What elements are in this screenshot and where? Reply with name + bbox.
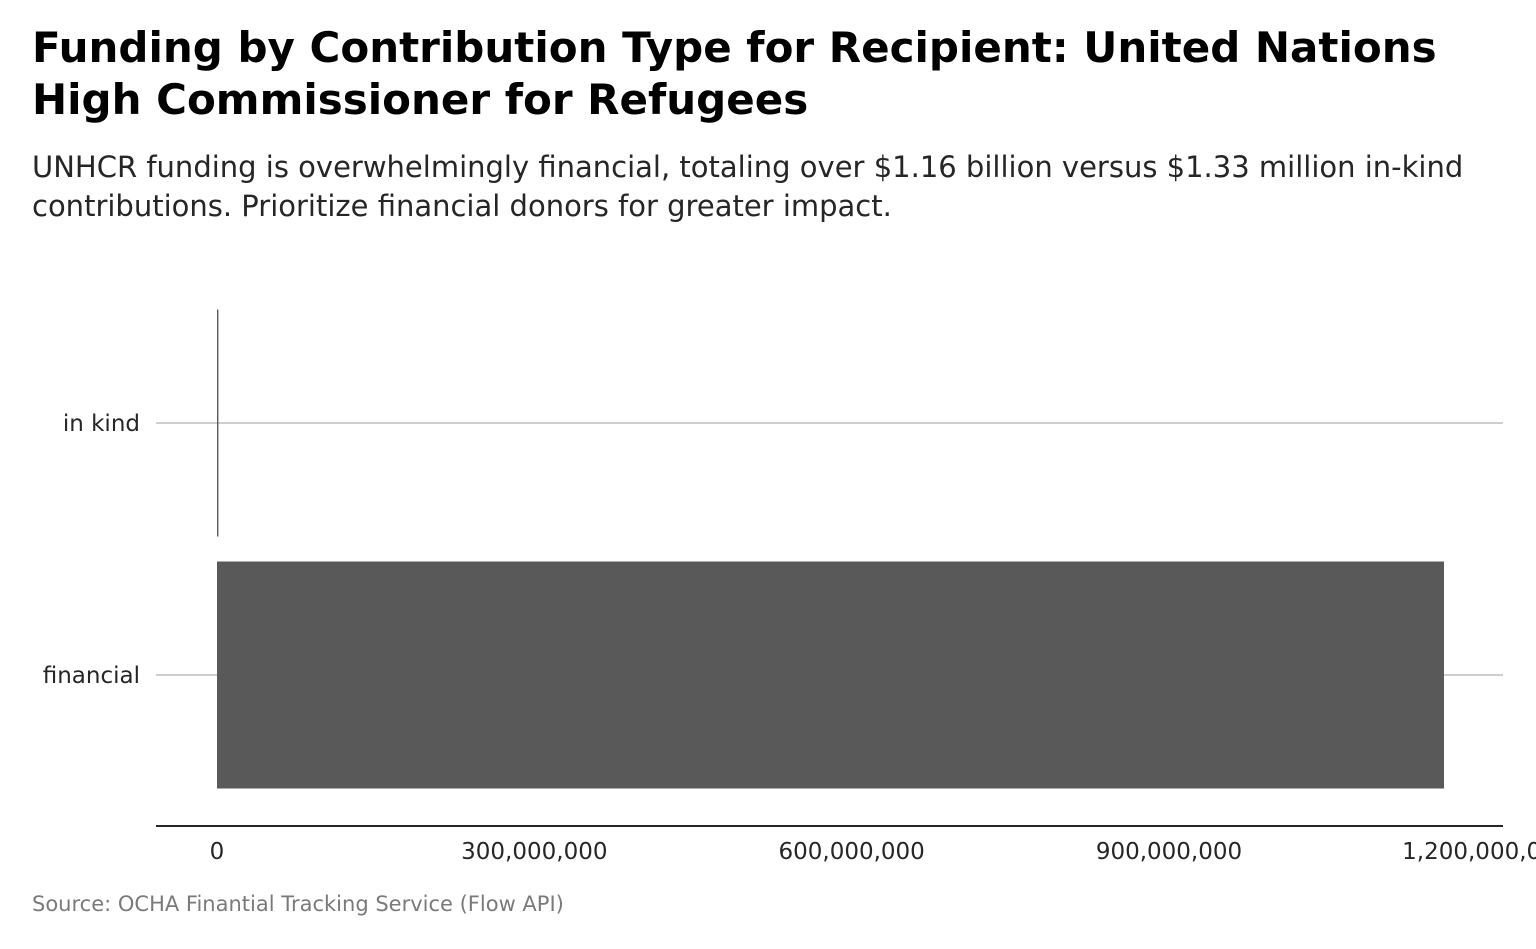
bar	[217, 309, 219, 537]
x-tick-label: 900,000,000	[1096, 839, 1242, 865]
bar	[217, 561, 1444, 789]
x-tick-label: 600,000,000	[778, 839, 924, 865]
y-tick-label: in kind	[63, 411, 140, 437]
x-tick-label: 0	[210, 839, 225, 865]
y-tick-label: financial	[43, 663, 140, 689]
chart-caption: Source: OCHA Finantial Tracking Service …	[32, 892, 564, 916]
x-tick-label: 1,200,000,000	[1402, 839, 1536, 865]
chart-subtitle: UNHCR funding is overwhelmingly financia…	[32, 150, 1464, 223]
x-tick-label: 300,000,000	[461, 839, 607, 865]
chart-title: Funding by Contribution Type for Recipie…	[32, 23, 1437, 124]
